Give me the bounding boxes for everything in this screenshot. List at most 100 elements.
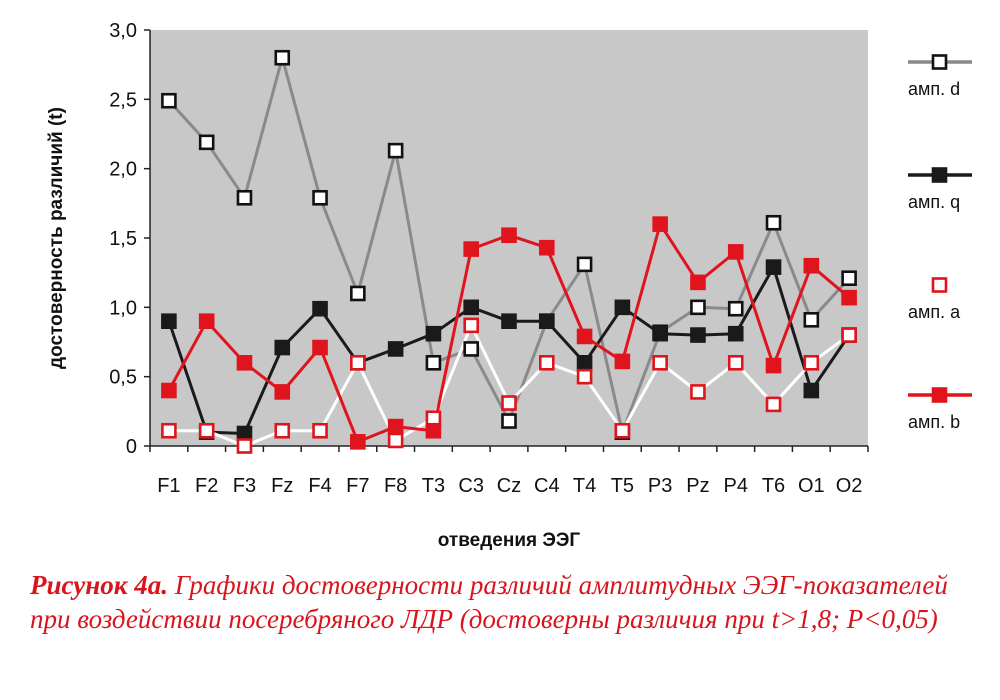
data-point [576, 328, 593, 345]
data-point [614, 422, 631, 439]
data-point [274, 422, 291, 439]
series-markers [161, 49, 857, 454]
x-tick-label: F3 [233, 475, 256, 497]
x-tick-label: F2 [195, 475, 218, 497]
data-point [463, 299, 480, 316]
data-point [727, 244, 744, 260]
data-point [803, 354, 820, 371]
data-point [576, 256, 593, 273]
data-point [803, 382, 820, 399]
legend-label: амп. q [908, 192, 960, 212]
y-tick-label: 0 [126, 436, 137, 458]
data-point [312, 189, 328, 206]
x-tick-label: F4 [308, 475, 331, 497]
data-point [387, 341, 404, 357]
data-point [312, 300, 328, 317]
y-tick-label: 2,5 [109, 89, 137, 111]
x-tick-label: Cz [497, 475, 521, 497]
legend-marker [931, 54, 948, 70]
data-point [841, 327, 857, 343]
x-axis-title: отведения ЭЭГ [438, 530, 581, 551]
tick-labels: 0 0,5 1,0 1,5 2,0 2,5 3,0 F1 F2 F3 Fz F4 F7 F8 T3 C3 Cz C… [109, 20, 862, 497]
data-point [274, 384, 291, 400]
data-point [425, 325, 442, 342]
data-point [501, 395, 517, 411]
data-point [312, 339, 328, 356]
data-point [387, 142, 404, 159]
data-point [161, 313, 177, 330]
data-point [614, 299, 631, 316]
data-point [765, 396, 782, 413]
data-point [538, 239, 555, 256]
legend: амп. d амп. q амп. a амп. b [908, 54, 972, 432]
data-point [161, 382, 177, 399]
chart: 0 0,5 1,0 1,5 2,0 2,5 3,0 F1 F2 F3 Fz F4 F7 F8 T3 C3 Cz C… [46, 20, 972, 551]
data-point [236, 425, 253, 442]
x-tick-label: P4 [724, 475, 748, 497]
y-tick-label: 1,5 [109, 228, 137, 250]
y-tick-label: 0,5 [109, 367, 137, 389]
x-tick-label: C4 [534, 475, 560, 497]
legend-marker [931, 277, 948, 293]
data-point [690, 274, 706, 291]
data-point [765, 357, 782, 374]
x-tick-label: T6 [762, 475, 785, 497]
legend-label: амп. d [908, 79, 960, 99]
data-point [765, 259, 782, 275]
data-point [727, 325, 744, 342]
x-tick-label: F8 [384, 475, 407, 497]
data-point [463, 341, 480, 357]
legend-label: амп. a [908, 302, 961, 322]
data-point [803, 312, 820, 328]
x-tick-label: Fz [271, 475, 293, 497]
data-point [236, 354, 253, 371]
data-point [538, 354, 555, 371]
data-point [652, 354, 668, 371]
data-point [501, 313, 517, 330]
legend-marker [931, 387, 948, 403]
data-point [501, 227, 517, 244]
axes [144, 29, 869, 452]
data-point [198, 134, 215, 151]
x-tick-label: O2 [836, 475, 863, 497]
data-point [538, 313, 555, 330]
data-point [501, 413, 517, 429]
data-point [841, 270, 857, 287]
data-point [652, 325, 668, 342]
y-tick-label: 3,0 [109, 20, 137, 42]
figure-caption: Рисунок 4а. Графики достоверности различ… [30, 568, 970, 636]
data-point [350, 354, 366, 371]
y-axis-title: достоверность различий (t) [46, 107, 67, 369]
data-point [350, 285, 366, 302]
y-tick-label: 1,0 [109, 297, 137, 319]
data-point [236, 438, 253, 454]
x-tick-label: F7 [346, 475, 369, 497]
x-tick-label: T5 [611, 475, 634, 497]
data-point [463, 317, 480, 334]
x-tick-label: T4 [573, 475, 596, 497]
data-point [803, 257, 820, 274]
y-tick-label: 2,0 [109, 159, 137, 181]
legend-label: амп. b [908, 412, 960, 432]
data-point [727, 300, 744, 317]
data-point [841, 289, 857, 306]
data-point [690, 299, 706, 316]
data-point [576, 368, 593, 385]
data-point [690, 384, 706, 400]
data-point [350, 434, 366, 450]
data-point [765, 214, 782, 231]
data-point [198, 422, 215, 439]
data-point [463, 241, 480, 257]
data-point [576, 354, 593, 371]
data-point [198, 313, 215, 330]
x-tick-label: O1 [798, 475, 825, 497]
data-point [387, 418, 404, 435]
data-point [236, 189, 253, 206]
x-tick-label: Pz [686, 475, 709, 497]
data-point [425, 354, 442, 371]
data-point [690, 327, 706, 343]
x-tick-label: T3 [422, 475, 445, 497]
caption-text: Графики достоверности различий амплитудн… [30, 570, 948, 634]
x-tick-label: F1 [157, 475, 180, 497]
caption-lead: Рисунок 4а. [30, 570, 168, 600]
